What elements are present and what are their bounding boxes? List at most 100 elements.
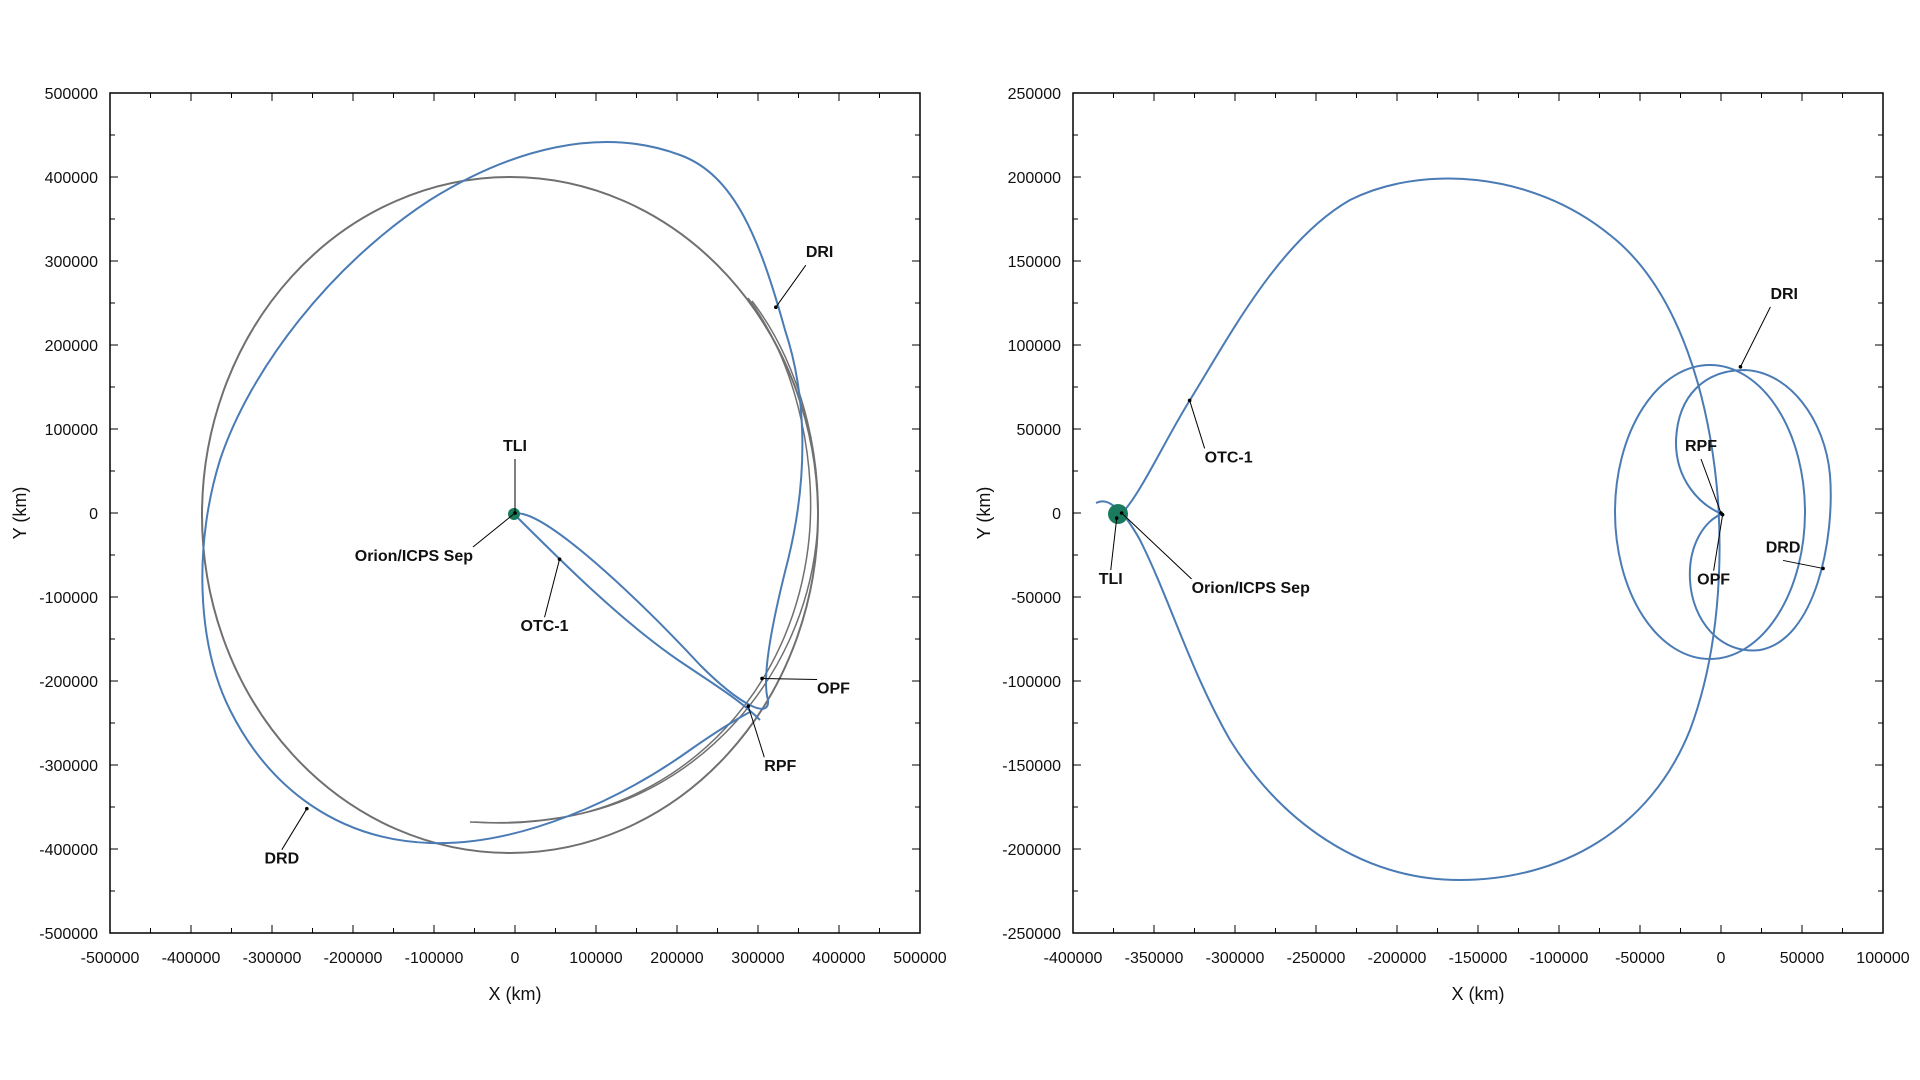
y-tick-label: -200000 (1002, 842, 1061, 859)
x-tick-label: 50000 (1780, 950, 1825, 967)
annotation-point (1119, 511, 1124, 515)
y-tick-label: 50000 (1017, 422, 1062, 439)
x-tick-label: -350000 (1125, 950, 1184, 967)
annotation-leader-line (281, 808, 308, 850)
annotation-point (1720, 512, 1725, 517)
x-tick-label: -100000 (405, 950, 464, 967)
x-tick-label: -400000 (162, 950, 221, 967)
y-axis-label-left: Y (km) (10, 487, 30, 540)
annotation-label-opf: OPF (817, 680, 850, 697)
annotation-leader-line (1713, 514, 1724, 571)
plot-frame-right (1072, 92, 1884, 934)
annotations-left: TLI Orion/ICPS Sep OTC-1 DRI OPF RPF DRD (264, 244, 850, 867)
annotation-point (1821, 566, 1825, 571)
y-tick-label: -300000 (39, 758, 98, 775)
y-tick-label: -250000 (1002, 926, 1061, 943)
earth-marker (1108, 504, 1128, 524)
annotation-label-rpf: RPF (1685, 438, 1717, 455)
y-tick-label: 0 (89, 506, 98, 523)
annotation-leader-line (1121, 512, 1192, 580)
x-axis-ticks-left: -500000 -400000 -300000 -200000 -100000 0 1000… (81, 93, 947, 967)
x-tick-label: 200000 (650, 950, 703, 967)
x-tick-label: 0 (511, 950, 520, 967)
annotation-label-tli: TLI (503, 438, 527, 455)
y-tick-label: 200000 (45, 338, 98, 355)
annotation-label-dri: DRI (1770, 286, 1798, 303)
orion-trajectory-path (1121, 177, 1721, 882)
x-tick-label: -300000 (243, 950, 302, 967)
orion-trajectory-path (513, 513, 761, 721)
y-tick-label: 400000 (45, 170, 98, 187)
annotation-label-opf: OPF (1697, 572, 1730, 589)
y-tick-label: 100000 (45, 422, 98, 439)
x-tick-label: 300000 (731, 950, 784, 967)
y-tick-label: -150000 (1002, 758, 1061, 775)
x-tick-label: -150000 (1449, 950, 1508, 967)
y-tick-label: 150000 (1008, 254, 1061, 271)
moon-orbit-band (474, 297, 812, 824)
annotation-label-otc-1: OTC-1 (521, 618, 569, 635)
y-tick-label: 500000 (45, 86, 98, 103)
chart-right: OTC-1 TLI Orion/ICPS Sep RPF DRI OPF DRD -4000… (974, 86, 1910, 1004)
annotation-point (746, 704, 751, 708)
annotation-leader-line (1700, 458, 1722, 514)
annotation-point (305, 806, 309, 811)
x-tick-label: -300000 (1206, 950, 1265, 967)
x-axis-label-left: X (km) (489, 984, 542, 1004)
y-tick-label: 100000 (1008, 338, 1061, 355)
y-tick-label: 200000 (1008, 170, 1061, 187)
x-tick-label: -200000 (324, 950, 383, 967)
moon-orbit-band (469, 300, 819, 824)
x-tick-label: 100000 (569, 950, 622, 967)
annotation-point (774, 305, 778, 310)
x-tick-label: 400000 (812, 950, 865, 967)
y-tick-label: -50000 (1011, 590, 1061, 607)
annotations-right: OTC-1 TLI Orion/ICPS Sep RPF DRI OPF DRD (1099, 286, 1825, 597)
annotation-point (760, 676, 764, 681)
y-axis-ticks-right: 250000 200000 150000 100000 50000 0 -50000 -100… (1002, 86, 1883, 943)
x-tick-label: 500000 (893, 950, 946, 967)
y-tick-label: -400000 (39, 842, 98, 859)
y-axis-ticks-left: 500000 400000 300000 200000 100000 0 -100000 -2… (39, 86, 920, 943)
annotation-point (1187, 398, 1192, 403)
lunar-loop-upper (1674, 368, 1832, 652)
annotation-label-orion-icps-sep: Orion/ICPS Sep (355, 548, 473, 565)
y-axis-label-right: Y (km) (974, 487, 994, 540)
x-tick-label: 100000 (1856, 950, 1909, 967)
x-tick-label: -100000 (1530, 950, 1589, 967)
annotation-label-drd: DRD (264, 851, 299, 868)
annotation-label-otc-1: OTC-1 (1205, 449, 1253, 466)
annotation-leader-line (775, 264, 807, 308)
y-tick-label: 300000 (45, 254, 98, 271)
annotation-label-tli: TLI (1099, 571, 1123, 588)
annotation-point (1738, 365, 1743, 369)
annotation-label-drd: DRD (1766, 539, 1801, 556)
annotation-label-orion-icps-sep: Orion/ICPS Sep (1192, 580, 1310, 597)
annotation-leader-line (762, 677, 818, 680)
x-axis-ticks-right: -400000 -350000 -300000 -250000 -200000 -1500… (1044, 93, 1910, 967)
dro-loop-outer (1614, 364, 1806, 660)
y-tick-label: 0 (1052, 506, 1061, 523)
y-tick-label: -100000 (1002, 674, 1061, 691)
annotation-label-dri: DRI (806, 244, 834, 261)
annotation-leader-line (747, 706, 765, 758)
annotation-point (557, 557, 562, 561)
y-tick-label: -200000 (39, 674, 98, 691)
x-tick-label: -200000 (1368, 950, 1427, 967)
annotation-leader-line (544, 559, 561, 618)
x-tick-label: 0 (1717, 950, 1726, 967)
orion-trajectory-path (201, 141, 804, 845)
y-tick-label: 250000 (1008, 86, 1061, 103)
annotation-point (513, 511, 517, 515)
x-tick-label: -50000 (1615, 950, 1665, 967)
x-tick-label: -500000 (81, 950, 140, 967)
trajectory-plots-left (201, 141, 819, 854)
y-tick-label: -500000 (39, 926, 98, 943)
annotation-leader-line (1189, 400, 1206, 449)
x-tick-label: -400000 (1044, 950, 1103, 967)
y-tick-label: -100000 (39, 590, 98, 607)
annotation-point (1114, 516, 1119, 520)
annotation-label-rpf: RPF (764, 758, 796, 775)
chart-left: TLI Orion/ICPS Sep OTC-1 DRI OPF RPF DRD -5000… (10, 86, 947, 1004)
